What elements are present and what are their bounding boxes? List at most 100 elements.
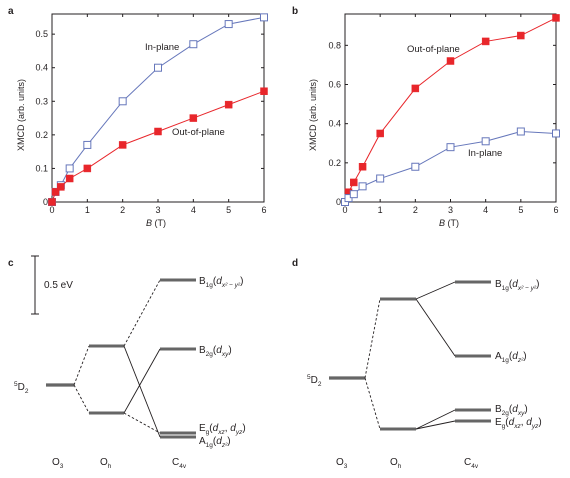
panel-b-plot-frame [344, 13, 557, 203]
panel-b-out-of-plane-point [350, 178, 358, 187]
panel-b-x-tick-label: 1 [378, 205, 383, 215]
panel-a-in-plane-point [65, 164, 74, 173]
panel-b-out-of-plane-point [517, 31, 525, 40]
panel-d-b1g-label: B1g(dx² − y²) [495, 279, 539, 292]
panel-b-in-plane-line [344, 130, 557, 203]
panel-c-connectors [73, 279, 161, 438]
panel-b-y-tick-label: 0 [336, 197, 341, 207]
panel-d-eg-label: Eg(dxz, dyz) [495, 417, 542, 430]
panel-a-series [48, 13, 268, 206]
panel-b-series [341, 14, 560, 206]
panel-a-out-of-plane-point [189, 114, 198, 122]
panel-b-x-tick-label: 5 [518, 205, 523, 215]
panel-a-out-of-plane-point [51, 188, 60, 196]
panel-a-in-plane-label: In-plane [145, 42, 179, 53]
panel-a-x-tick-label: 5 [226, 205, 231, 215]
panel-a-letter: a [8, 6, 14, 17]
panel-b-out-of-plane-point [411, 84, 420, 93]
panel-b-in-plane-label: In-plane [468, 148, 502, 159]
panel-c-column-o3: O3 [52, 457, 64, 470]
panel-a-out-of-plane-point [57, 183, 65, 191]
panel-a-out-of-plane-point [154, 127, 162, 136]
panel-b-out-of-plane-label: Out-of-plane [407, 44, 460, 55]
panel-a-y-tick-label: 0.4 [35, 63, 48, 73]
panel-b-in-plane-point [349, 190, 358, 199]
panel-b-y-tick-label: 0.4 [328, 119, 341, 129]
panel-a-in-plane-point [224, 20, 233, 29]
panel-b-out-of-plane-line [344, 17, 557, 203]
panel-a-chart: a XMCD (arb. units) B (T) 0 1 2 3 4 5 6 0 0.1 0.2… [8, 6, 268, 228]
panel-b-out-of-plane-point [376, 129, 384, 138]
panel-a-out-of-plane-point [83, 164, 92, 173]
energy-scale-bar [31, 255, 39, 315]
panel-b-out-of-plane-point [446, 57, 455, 65]
panel-b-in-plane-point [446, 143, 455, 152]
panel-a-y-tick-label: 0.2 [35, 130, 48, 140]
panel-a-out-of-plane-point [260, 87, 268, 95]
panel-d-b2g-label: B2g(dxy) [495, 404, 528, 417]
panel-a-axes: 0 1 2 3 4 5 6 0 0.1 0.2 0.3 0.4 0.5 [35, 13, 267, 215]
panel-d-diagram: d 5D2 B1g(dx² − y²) A1g(dz²) B2g(dxy) Eg… [292, 258, 542, 470]
panel-b-axes: 0 1 2 3 4 5 6 0 0.2 0.4 0.6 0.8 [328, 13, 559, 215]
panel-a-in-plane-point [83, 140, 92, 149]
panel-b-out-of-plane-point [358, 163, 367, 171]
panel-a-out-of-plane-label: Out-of-plane [172, 127, 225, 138]
panel-b-x-axis-variable: B [439, 218, 445, 228]
panel-b-in-plane-point [481, 137, 490, 146]
panel-b-x-tick-label: 6 [553, 205, 558, 215]
panel-a-y-tick-label: 0 [43, 197, 48, 207]
panel-d-connectors [364, 281, 456, 430]
panel-b-y-tick-label: 0.6 [328, 80, 341, 90]
panel-a-x-axis-unit: (T) [152, 218, 166, 228]
panel-c-column-oh: Oh [100, 457, 112, 470]
panel-b-x-tick-label: 2 [413, 205, 418, 215]
panel-d-column-o3: O3 [336, 457, 348, 470]
panel-a-x-tick-label: 3 [155, 205, 160, 215]
panel-a-out-of-plane-point [224, 100, 233, 109]
panel-b-x-axis-unit: (T) [445, 218, 459, 228]
panel-d-column-c4v: C4v [464, 457, 479, 470]
panel-a-y-tick-label: 0.1 [35, 163, 48, 173]
panel-a-x-tick-label: 6 [261, 205, 266, 215]
panel-a-x-tick-label: 4 [191, 205, 196, 215]
panel-b-in-plane-point [358, 182, 367, 191]
panel-b-x-tick-label: 3 [448, 205, 453, 215]
panel-b-chart: b XMCD (arb. units) B (T) 0 1 2 3 4 5 6 0 0.2 0.4… [292, 6, 560, 228]
panel-d-state-5d2: 5D2 [307, 374, 322, 388]
panel-a-in-plane-point [260, 13, 268, 22]
panel-a-x-axis-variable: B [146, 218, 152, 228]
panel-b-in-plane-point [411, 162, 420, 171]
panel-a-out-of-plane-point [118, 141, 127, 149]
panel-c-eg-label: Eg(dxz, dyz) [199, 423, 246, 436]
panel-a-in-plane-point [154, 63, 162, 72]
panel-b-in-plane-point [552, 129, 560, 138]
panel-a-x-tick-label: 0 [49, 205, 54, 215]
panel-b-y-tick-label: 0.8 [328, 40, 341, 50]
panel-a-x-tick-label: 2 [120, 205, 125, 215]
panel-a-x-axis-title: B (T) [146, 218, 166, 228]
panel-b-in-plane-point [376, 174, 385, 183]
panel-c-letter: c [8, 258, 14, 269]
panel-d-column-oh: Oh [390, 457, 402, 470]
panel-a-out-of-plane-point [48, 198, 56, 206]
panel-c-diagram: c 0.5 eV 5D2 B1g(dx² − y²) B2g(dxy) [8, 255, 246, 470]
panel-c-column-c4v: C4v [172, 457, 187, 470]
panel-c-state-5d2: 5D2 [14, 381, 29, 395]
panel-b-y-tick-label: 0.2 [328, 158, 341, 168]
panel-d-a1g-label: A1g(dz²) [495, 351, 527, 364]
panel-c-b1g-label: B1g(dx² − y²) [199, 276, 243, 289]
panel-a-out-of-plane-point [65, 174, 74, 183]
panel-b-out-of-plane-point [481, 37, 490, 46]
panel-c-a1g-label: A1g(dz²) [199, 436, 231, 449]
panel-b-x-axis-title: B (T) [439, 218, 459, 228]
panel-c-b2g-label: B2g(dxy) [199, 345, 232, 358]
panel-b-y-axis-title: XMCD (arb. units) [308, 79, 318, 151]
panel-a-in-plane-point [189, 40, 198, 49]
panel-a-in-plane-point [118, 97, 127, 106]
panel-a-y-axis-title: XMCD (arb. units) [16, 79, 26, 151]
panel-b-in-plane-point [516, 127, 525, 136]
energy-scale-label: 0.5 eV [44, 280, 73, 291]
panel-d-letter: d [292, 258, 298, 269]
panel-a-y-tick-label: 0.3 [35, 96, 48, 106]
